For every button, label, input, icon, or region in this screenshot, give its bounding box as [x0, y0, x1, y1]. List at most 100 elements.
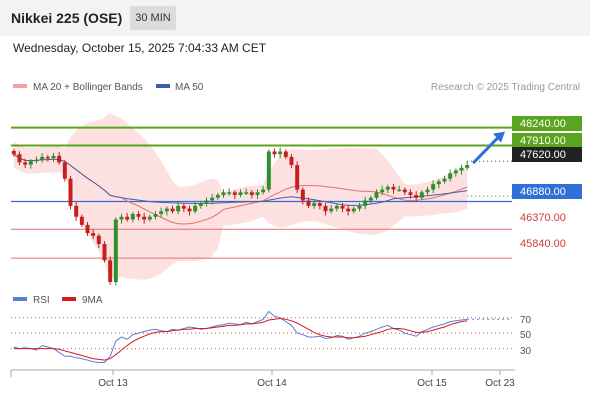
- price-level-labels: 48240.00 47910.00 47620.00 46880.00 4637…: [512, 116, 582, 250]
- candle-body: [57, 155, 62, 163]
- instrument-title: Nikkei 225 (OSE): [11, 10, 123, 26]
- x-tick-oct23: Oct 23: [485, 378, 515, 389]
- candle-body: [442, 178, 447, 182]
- candle-body: [68, 178, 73, 206]
- candle-body: [300, 189, 305, 201]
- rsi-tick-70: 70: [520, 315, 532, 326]
- candle-body: [11, 150, 16, 155]
- candle-body: [210, 197, 215, 201]
- candle-body: [357, 205, 362, 209]
- candle-body: [408, 192, 413, 195]
- candle-body: [147, 216, 152, 220]
- candle-body: [181, 205, 186, 209]
- last-price-label: 47620.00: [520, 149, 566, 161]
- ma50-legend-label: MA 50: [175, 82, 204, 93]
- candle-body: [96, 235, 101, 244]
- candle-body: [142, 216, 147, 220]
- candle-body: [329, 208, 334, 212]
- x-tick-oct15: Oct 15: [417, 378, 447, 389]
- rsi-line: [13, 310, 468, 363]
- candle-body: [215, 195, 220, 198]
- candle-body: [85, 224, 90, 234]
- candle-body: [374, 192, 379, 198]
- candle-body: [249, 192, 254, 195]
- candle-body: [323, 205, 328, 212]
- candle-body: [244, 192, 249, 194]
- candle-body: [346, 208, 351, 212]
- candle-body: [136, 214, 141, 217]
- price-plot: [11, 113, 512, 286]
- candle-body: [306, 200, 311, 206]
- candle-body: [340, 205, 345, 209]
- x-tick-oct14: Oct 14: [257, 378, 287, 389]
- candle-body: [278, 151, 283, 155]
- candle-body: [289, 156, 294, 166]
- support-1-label: 46370.00: [520, 212, 566, 224]
- ma50-line: [13, 153, 468, 206]
- candle-body: [385, 186, 390, 190]
- candle-body: [334, 205, 339, 209]
- candle-body: [62, 162, 67, 179]
- timestamp: Wednesday, October 15, 2025 7:04:33 AM C…: [13, 41, 267, 55]
- resistance-1-label: 48240.00: [520, 118, 566, 130]
- rsi-legend-swatch: [13, 297, 27, 301]
- ma50-legend-swatch: [156, 84, 170, 88]
- candle-body: [79, 216, 84, 225]
- candle-body: [125, 216, 130, 220]
- candle-body: [431, 184, 436, 190]
- candle-body: [272, 151, 277, 155]
- forecast-arrow-shaft: [472, 135, 501, 165]
- candle-body: [23, 162, 28, 165]
- candle-body: [459, 167, 464, 171]
- candle-body: [414, 195, 419, 198]
- candle-body: [368, 197, 373, 201]
- candle-body: [295, 165, 300, 190]
- candle-body: [465, 165, 470, 168]
- candle-body: [312, 203, 317, 206]
- candle-body: [204, 200, 209, 204]
- candle-body: [153, 214, 158, 217]
- candle-body: [102, 243, 107, 261]
- candle-body: [419, 192, 424, 198]
- rsi-tick-30: 30: [520, 346, 532, 357]
- candle-body: [227, 192, 232, 194]
- candle-body: [436, 181, 441, 185]
- candle-body: [164, 208, 169, 212]
- x-tick-oct13: Oct 13: [98, 378, 128, 389]
- rsi-tick-50: 50: [520, 330, 532, 341]
- candle-body: [108, 260, 113, 282]
- candle-body: [40, 156, 45, 160]
- candle-body: [91, 233, 96, 236]
- candle-body: [238, 192, 243, 195]
- candle-body: [448, 173, 453, 179]
- candle-body: [363, 200, 368, 206]
- candle-body: [28, 161, 33, 165]
- candle-body: [380, 189, 385, 193]
- candle-body: [255, 192, 260, 195]
- candle-body: [453, 170, 458, 174]
- pivot-label-bg: [512, 184, 582, 199]
- candle-body: [397, 189, 402, 192]
- candle-body: [170, 208, 175, 212]
- candle-body: [193, 205, 198, 212]
- candle-body: [74, 205, 79, 217]
- candle-body: [119, 216, 124, 220]
- rsi-plot: [11, 310, 512, 363]
- candle-body: [176, 205, 181, 212]
- candle-body: [317, 203, 322, 206]
- candle-body: [221, 192, 226, 195]
- ma20-legend-label: MA 20 + Bollinger Bands: [33, 82, 143, 93]
- candle-body: [283, 151, 288, 157]
- candle-body: [34, 159, 39, 162]
- rsi-ma-legend-label: 9MA: [82, 295, 103, 306]
- candle-body: [232, 192, 237, 195]
- rsi-ma-legend-swatch: [62, 297, 76, 301]
- candle-body: [159, 211, 164, 215]
- candle-body: [45, 156, 50, 159]
- forecast-arrow-head: [493, 131, 505, 143]
- candle-body: [391, 186, 396, 190]
- last-price-label-bg: [512, 147, 582, 162]
- interval-button[interactable]: 30 MIN: [130, 6, 176, 30]
- credit-text: Research © 2025 Trading Central: [431, 82, 580, 93]
